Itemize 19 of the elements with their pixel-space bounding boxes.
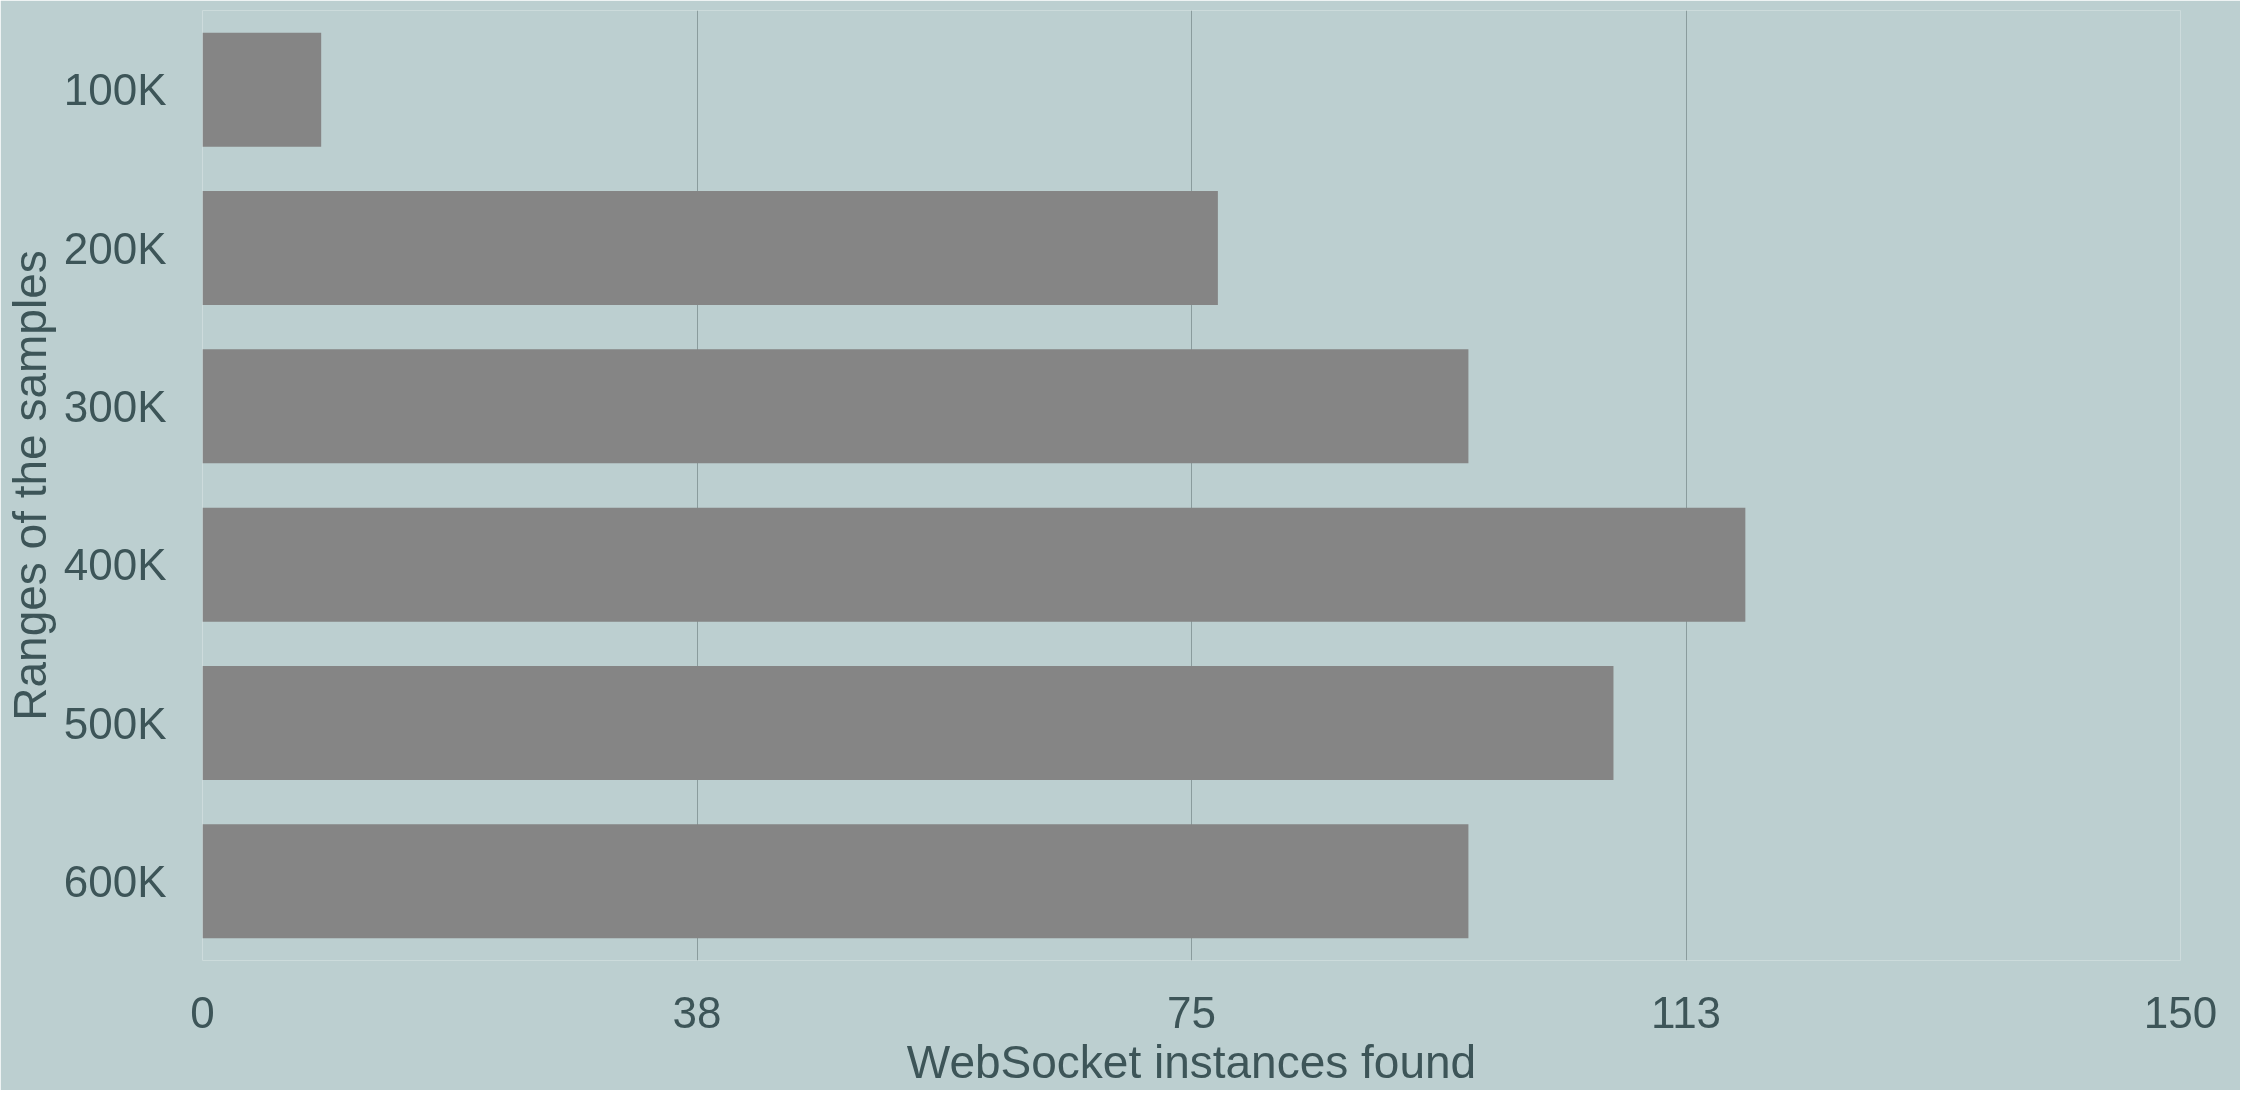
x-tick-label: 150 [2143, 987, 2218, 1037]
bar [202, 191, 1218, 305]
y-tick-label: 200K [63, 223, 167, 273]
y-tick-label: 300K [63, 381, 167, 431]
bar [202, 349, 1469, 464]
y-tick-label: 600K [63, 856, 167, 906]
y-tick-label: 500K [63, 698, 167, 748]
bar [202, 32, 322, 147]
x-tick-label: 38 [672, 987, 722, 1037]
x-tick-label: 75 [1167, 987, 1216, 1037]
bar [202, 666, 1614, 780]
bar [202, 824, 1469, 939]
bar [202, 507, 1746, 622]
y-tick-label: 100K [63, 65, 167, 115]
x-tick-label: 113 [1650, 987, 1722, 1037]
x-tick-label: 0 [190, 987, 215, 1037]
x-axis-title: WebSocket instances found [906, 1035, 1477, 1088]
y-axis-title: Ranges of the samples [3, 250, 56, 721]
y-tick-label: 400K [63, 540, 167, 590]
